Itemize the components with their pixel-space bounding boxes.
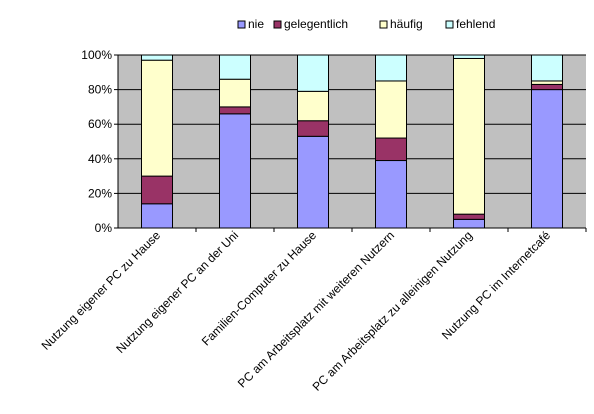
bar-segment-häufig [297, 90, 329, 122]
gridlines [118, 54, 586, 194]
bar-segment-fehlend [219, 54, 251, 80]
bars [141, 54, 563, 229]
bar-segment-gelegentlich [141, 175, 173, 205]
y-axis-ticks: 0% 20% 40% 60% 80% 100% [81, 48, 118, 235]
bar-segment-häufig [141, 59, 173, 177]
legend-swatch-gelegentlich [273, 20, 282, 29]
legend-swatch-nie [237, 20, 246, 29]
legend-swatch-fehlend [445, 20, 454, 29]
y-tick-label: 20% [88, 186, 112, 200]
x-tick-label: PC am Arbeitsplatz zu alleinigen Nutzung [310, 228, 476, 394]
bar-segment-fehlend [531, 54, 563, 82]
bar-segment-fehlend [453, 54, 485, 59]
y-tick-label: 80% [88, 83, 112, 97]
y-tick-label: 60% [88, 117, 112, 131]
y-tick-label: 40% [88, 152, 112, 166]
bar-segment-gelegentlich [219, 106, 251, 115]
legend-label-nie: nie [248, 17, 264, 31]
bar-segment-gelegentlich [297, 120, 329, 137]
legend-label-häufig: häufig [390, 17, 423, 31]
bar-segment-gelegentlich [531, 83, 563, 91]
bar-segment-nie [297, 135, 329, 229]
x-tick-label: PC am Arbeitsplatz mit weiteren Nutzern [235, 228, 397, 390]
y-tick-label: 0% [95, 221, 113, 235]
bar-segment-fehlend [375, 54, 407, 82]
y-tick-label: 100% [81, 48, 112, 62]
bar-segment-häufig [453, 57, 485, 215]
legend-swatch-häufig [379, 20, 388, 29]
x-tick-label: Nutzung eigener PC an der Uni [113, 228, 241, 356]
bar-segment-fehlend [297, 54, 329, 92]
legend-label-fehlend: fehlend [456, 17, 495, 31]
bar-segment-gelegentlich [453, 213, 485, 220]
bar-segment-nie [375, 160, 407, 229]
bar-segment-nie [453, 218, 485, 229]
plot-area [118, 55, 586, 228]
bar-segment-häufig [531, 80, 563, 85]
bar-segment-fehlend [141, 54, 173, 61]
bar-segment-nie [531, 89, 563, 229]
bar-segment-häufig [219, 78, 251, 108]
legend: nie gelegentlich häufig fehlend [237, 17, 495, 31]
bar-segment-gelegentlich [375, 137, 407, 162]
bar-segment-nie [219, 113, 251, 229]
legend-label-gelegentlich: gelegentlich [284, 17, 348, 31]
bar-segment-häufig [375, 80, 407, 139]
bar-segment-nie [141, 203, 173, 229]
